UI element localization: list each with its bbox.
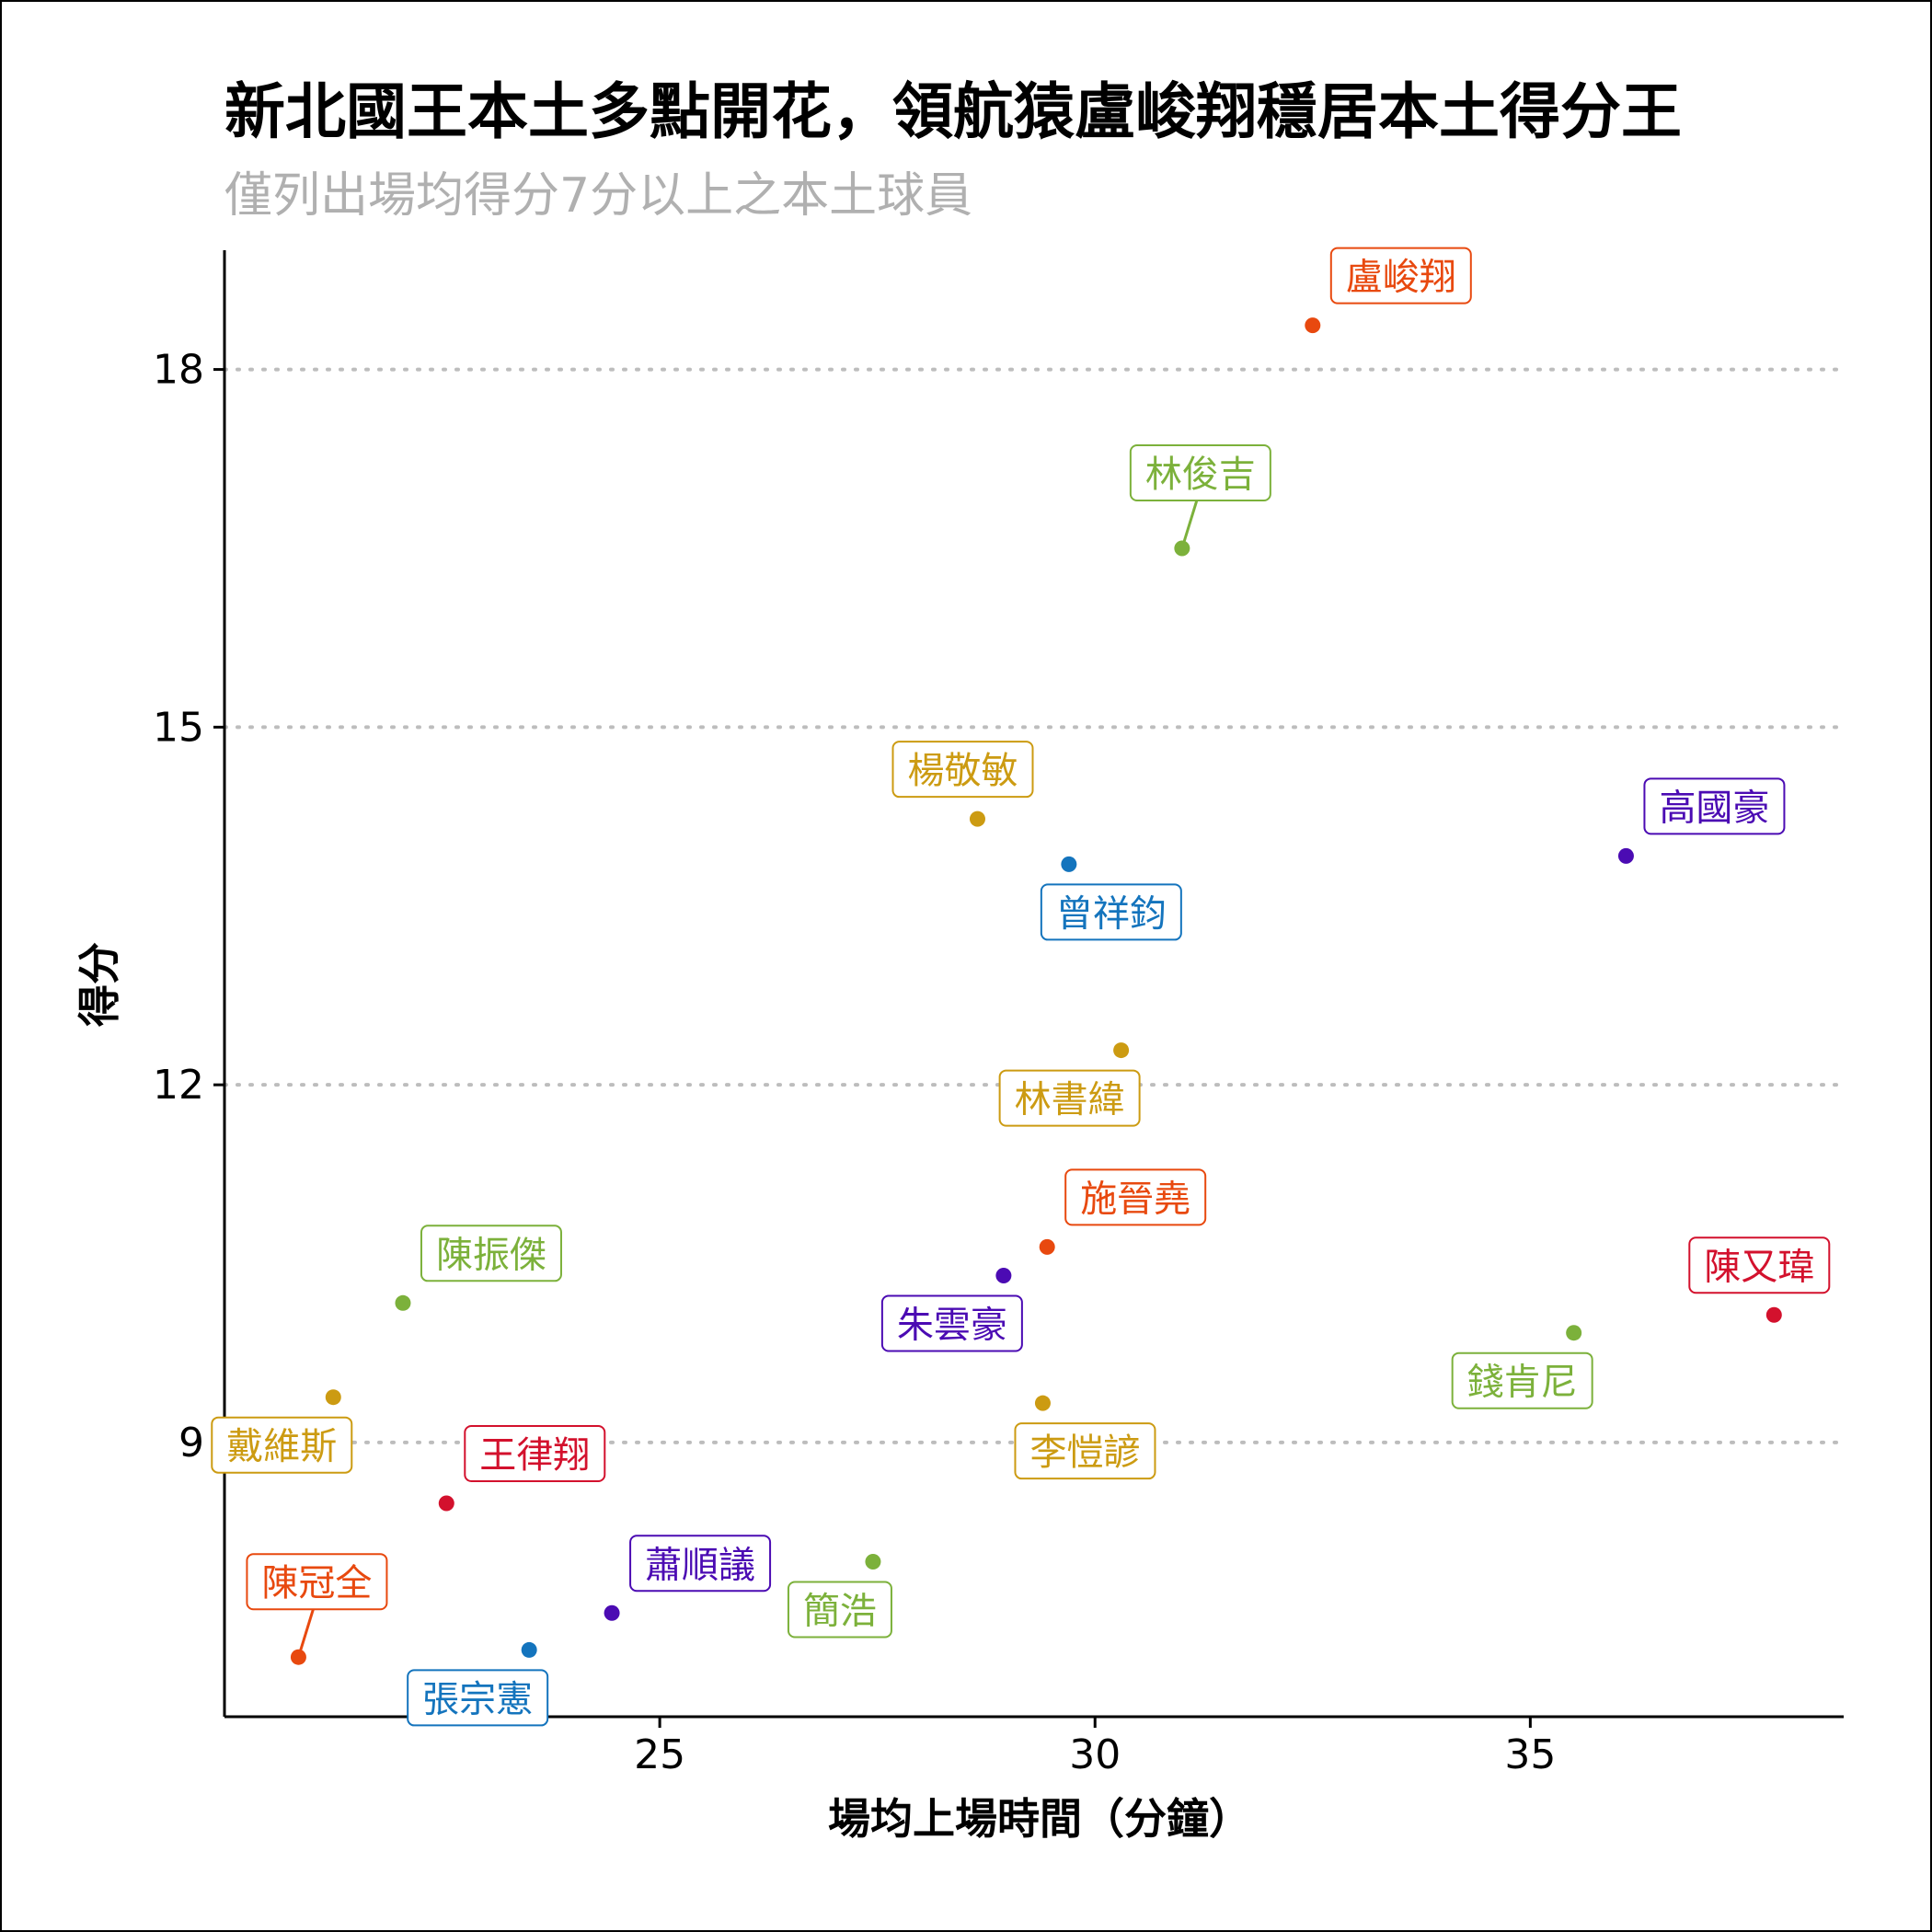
point-label-11: 戴維斯 [211, 1416, 353, 1474]
data-point-6 [1039, 1238, 1055, 1255]
tick-label-x-30: 30 [1069, 1731, 1121, 1778]
point-label-text-16: 張宗憲 [422, 1678, 533, 1720]
point-label-text-11: 戴維斯 [226, 1426, 337, 1468]
data-point-2 [969, 811, 985, 827]
data-point-8 [395, 1294, 411, 1311]
point-label-4: 曾祥鈞 [1040, 883, 1182, 941]
x-axis-title: 場均上場時間（分鐘） [828, 1794, 1251, 1844]
data-point-13 [438, 1495, 454, 1512]
point-label-box-10 [1451, 1351, 1593, 1409]
label-leader-lines [296, 500, 1199, 1658]
data-point-5 [1113, 1042, 1130, 1059]
tick-label-x-35: 35 [1504, 1731, 1556, 1778]
point-label-5: 林書緯 [998, 1069, 1141, 1127]
point-label-0: 盧峻翔 [1329, 247, 1472, 305]
point-label-text-17: 陳冠全 [261, 1562, 372, 1604]
tick-label-y-18: 18 [153, 347, 204, 394]
point-label-box-16 [407, 1669, 549, 1727]
data-point-7 [995, 1268, 1012, 1284]
point-label-box-7 [880, 1294, 1023, 1352]
point-label-text-12: 李愷諺 [1029, 1432, 1140, 1474]
point-label-1: 林俊吉 [1129, 443, 1271, 501]
data-points [290, 317, 1782, 1665]
point-label-text-2: 楊敬敏 [907, 750, 1018, 792]
data-point-12 [1034, 1395, 1051, 1411]
point-label-2: 楊敬敏 [891, 741, 1034, 799]
point-label-box-3 [1643, 777, 1786, 835]
data-point-0 [1305, 317, 1321, 334]
point-label-box-0 [1329, 247, 1472, 305]
data-point-17 [290, 1649, 306, 1665]
point-label-16: 張宗憲 [407, 1669, 549, 1727]
point-label-box-4 [1040, 883, 1182, 941]
tick-label-y-12: 12 [153, 1062, 204, 1109]
leader-line-1 [1180, 500, 1199, 549]
data-point-16 [521, 1641, 537, 1658]
point-label-text-6: 施晉堯 [1080, 1178, 1190, 1220]
data-point-1 [1174, 540, 1190, 557]
point-label-text-8: 陳振傑 [436, 1234, 546, 1276]
point-label-box-12 [1014, 1422, 1156, 1480]
point-label-box-14 [787, 1581, 892, 1639]
tick-label-y-9: 9 [178, 1420, 204, 1466]
point-label-15: 蕭順議 [629, 1535, 772, 1593]
data-point-9 [1765, 1306, 1782, 1323]
point-label-7: 朱雲豪 [880, 1294, 1023, 1352]
point-label-3: 高國豪 [1643, 777, 1786, 835]
point-label-13: 王律翔 [464, 1425, 606, 1483]
point-label-9: 陳又瑋 [1688, 1236, 1831, 1294]
point-label-box-6 [1064, 1168, 1207, 1226]
point-label-box-8 [420, 1225, 562, 1282]
point-label-17: 陳冠全 [246, 1553, 388, 1611]
data-point-11 [325, 1389, 341, 1406]
point-label-box-11 [211, 1416, 353, 1474]
leader-line-17 [296, 1608, 315, 1658]
point-label-text-13: 王律翔 [479, 1434, 590, 1477]
data-point-10 [1566, 1325, 1582, 1341]
point-label-text-10: 錢肯尼 [1467, 1362, 1578, 1404]
chart-title: 新北國王本土多點開花，領航猿盧峻翔穩居本土得分王 [224, 76, 1682, 147]
point-label-12: 李愷諺 [1014, 1422, 1156, 1480]
point-label-box-13 [464, 1425, 606, 1483]
y-axis-title: 得分 [75, 942, 124, 1027]
data-point-14 [865, 1554, 881, 1570]
axes [213, 250, 1844, 1728]
point-label-box-9 [1688, 1236, 1831, 1294]
point-label-box-5 [998, 1069, 1141, 1127]
point-label-text-1: 林俊吉 [1145, 454, 1256, 496]
point-label-8: 陳振傑 [420, 1225, 562, 1282]
point-label-text-7: 朱雲豪 [897, 1305, 1007, 1347]
point-label-text-9: 陳又瑋 [1704, 1246, 1814, 1288]
point-label-text-4: 曾祥鈞 [1056, 892, 1167, 935]
point-label-14: 簡浩 [787, 1581, 892, 1639]
data-point-15 [604, 1604, 620, 1621]
point-label-10: 錢肯尼 [1451, 1351, 1593, 1409]
tick-labels: 9 12 15 18 25 30 35 [153, 347, 1556, 1778]
point-label-text-14: 簡浩 [803, 1591, 877, 1633]
point-label-box-2 [891, 741, 1034, 799]
tick-label-y-15: 15 [153, 704, 204, 751]
point-label-text-15: 蕭順議 [645, 1544, 755, 1586]
point-label-box-1 [1129, 443, 1271, 501]
chart-subtitle: 僅列出場均得分7分以上之本土球員 [224, 168, 972, 224]
point-label-box-15 [629, 1535, 772, 1593]
point-label-text-3: 高國豪 [1659, 787, 1769, 829]
point-label-text-0: 盧峻翔 [1346, 257, 1456, 299]
point-label-6: 施晉堯 [1064, 1168, 1207, 1226]
point-label-box-17 [246, 1553, 388, 1611]
point-label-text-5: 林書緯 [1015, 1079, 1125, 1121]
data-point-4 [1061, 856, 1077, 872]
tick-label-x-25: 25 [634, 1731, 685, 1778]
data-point-3 [1617, 847, 1634, 864]
